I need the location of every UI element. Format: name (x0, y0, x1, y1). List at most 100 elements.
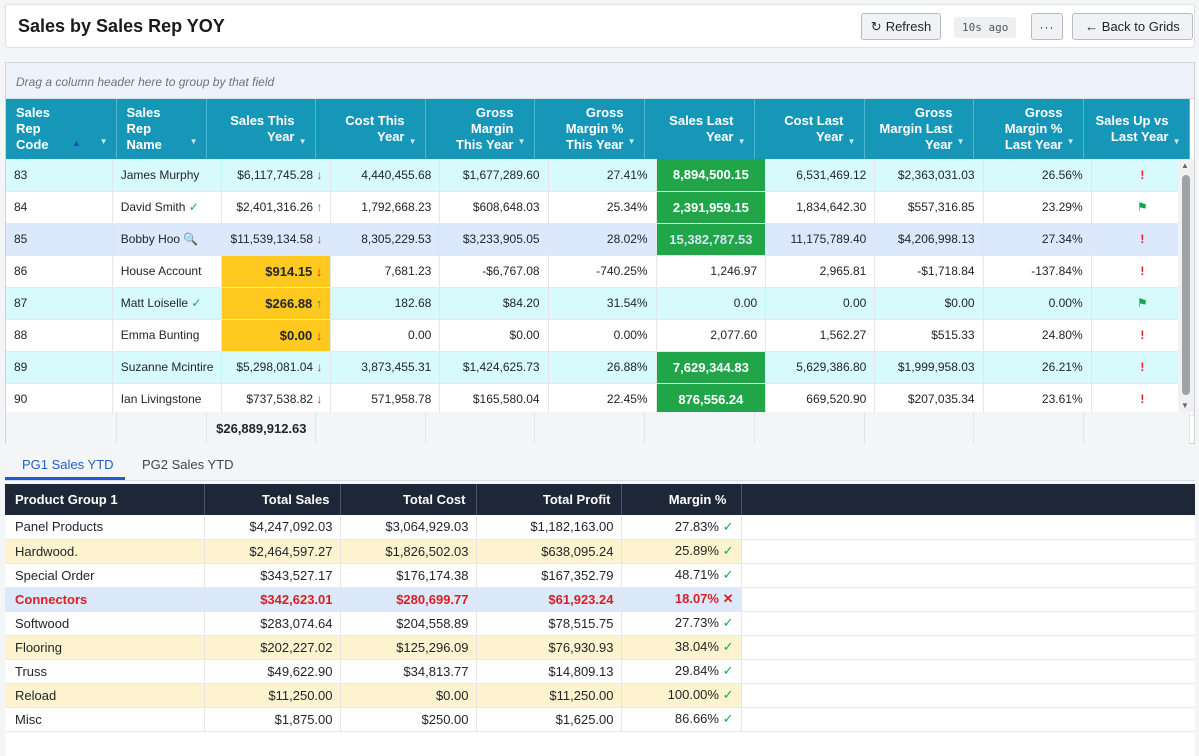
table-row[interactable]: 89 Suzanne Mcintire $5,298,081.04 ↓ 3,87… (6, 351, 1195, 384)
tab-pg2-sales-ytd[interactable]: PG2 Sales YTD (142, 457, 234, 472)
check-icon: ✓ (722, 663, 734, 678)
table-row[interactable]: 86 House Account $914.15 ↓ 7,681.23 -$6,… (6, 255, 1195, 288)
group-by-drop-zone[interactable]: Drag a column header here to group by th… (6, 63, 1194, 99)
column-header-gm-pct-last-year[interactable]: Gross Margin % Last Year ▼ (973, 99, 1084, 159)
column-menu-icon[interactable]: ▼ (737, 137, 746, 146)
table-row[interactable]: 87 Matt Loiselle ✓ $266.88 ↑ 182.68 $84.… (6, 287, 1195, 320)
margin-cell: 38.04% ✓ (621, 635, 742, 660)
gm-last-year-cell: $207,035.34 (874, 383, 984, 416)
column-menu-icon[interactable]: ▼ (408, 137, 417, 146)
check-icon: ✓ (188, 200, 199, 214)
column-menu-icon[interactable]: ▼ (1066, 137, 1075, 146)
table-row[interactable]: Softwood $283,074.64 $204,558.89 $78,515… (5, 611, 1195, 636)
column-header-total-sales[interactable]: Total Sales (204, 484, 341, 515)
column-menu-icon[interactable]: ▼ (99, 137, 108, 146)
total-profit-cell: $11,250.00 (476, 683, 622, 708)
rep-code-cell: 89 (6, 351, 113, 384)
table-row[interactable]: 88 Emma Bunting $0.00 ↓ 0.00 $0.00 0.00%… (6, 319, 1195, 352)
total-sales-cell: $202,227.02 (204, 635, 341, 660)
cost-last-year-cell: 1,562.27 (765, 319, 876, 352)
scroll-up-icon[interactable]: ▲ (1181, 161, 1189, 170)
vertical-scrollbar[interactable]: ▲ ▼ (1178, 159, 1194, 412)
search-icon[interactable]: 🔍 (183, 232, 199, 246)
cost-last-year-cell: 11,175,789.40 (765, 223, 876, 256)
gm-pct-last-year-cell: 24.80% (983, 319, 1092, 352)
column-header-margin-pct[interactable]: Margin % (621, 484, 742, 515)
product-group-cell: Misc (5, 707, 205, 732)
table-row[interactable]: 85 Bobby Hoo 🔍 $11,539,134.58 ↓ 8,305,22… (6, 223, 1195, 256)
table-row[interactable]: Special Order $343,527.17 $176,174.38 $1… (5, 563, 1195, 588)
column-header-sales-this-year[interactable]: Sales This Year ▼ (206, 99, 316, 159)
column-header-gm-this-year[interactable]: Gross Margin This Year ▼ (425, 99, 535, 159)
cost-last-year-cell: 5,629,386.80 (765, 351, 876, 384)
column-header-total-cost[interactable]: Total Cost (340, 484, 477, 515)
total-sales-cell: $342,623.01 (204, 587, 341, 612)
rep-name-cell: Ian Livingstone (112, 383, 223, 416)
column-header-cost-this-year[interactable]: Cost This Year ▼ (315, 99, 426, 159)
product-group-cell: Hardwood. (5, 539, 205, 564)
table-row[interactable]: Panel Products $4,247,092.03 $3,064,929.… (5, 515, 1195, 540)
column-menu-icon[interactable]: ▼ (627, 137, 636, 146)
product-group-cell: Truss (5, 659, 205, 684)
rep-code-cell: 84 (6, 191, 113, 224)
trend-down-icon: ↓ (315, 263, 323, 279)
table-row[interactable]: 83 James Murphy $6,117,745.28 ↓ 4,440,45… (6, 159, 1195, 192)
rep-code-cell: 85 (6, 223, 113, 256)
rep-name-cell: David Smith ✓ (112, 191, 223, 224)
table-row[interactable]: Truss $49,622.90 $34,813.77 $14,809.13 2… (5, 659, 1195, 684)
column-menu-icon[interactable]: ▼ (189, 137, 198, 146)
cost-last-year-cell: 6,531,469.12 (765, 159, 876, 192)
column-header-cost-last-year[interactable]: Cost Last Year ▼ (754, 99, 865, 159)
refresh-button[interactable]: ↻ Refresh (861, 13, 941, 40)
table-row[interactable]: Misc $1,875.00 $250.00 $1,625.00 86.66% … (5, 707, 1195, 732)
table-row[interactable]: Connectors $342,623.01 $280,699.77 $61,9… (5, 587, 1195, 612)
table-row[interactable]: Reload $11,250.00 $0.00 $11,250.00 100.0… (5, 683, 1195, 708)
margin-cell: 86.66% ✓ (621, 707, 742, 732)
column-menu-icon[interactable]: ▼ (956, 137, 965, 146)
grid-header: Sales Rep Code ▲ ▼ Sales Rep Name ▼ Sales T… (6, 99, 1190, 159)
gm-this-year-cell: $1,424,625.73 (439, 351, 549, 384)
column-menu-icon[interactable]: ▼ (517, 137, 526, 146)
column-header-gm-pct-this-year[interactable]: Gross Margin % This Year ▼ (534, 99, 645, 159)
column-header-sales-last-year[interactable]: Sales Last Year ▼ (644, 99, 755, 159)
alert-icon: ! (1140, 167, 1145, 182)
total-profit-cell: $1,182,163.00 (476, 515, 622, 540)
back-to-grids-button[interactable]: ← Back to Grids (1072, 13, 1193, 40)
flag-icon: ⚑ (1136, 296, 1148, 310)
margin-cell: 29.84% ✓ (621, 659, 742, 684)
column-menu-icon[interactable]: ▼ (847, 137, 856, 146)
more-options-button[interactable]: ··· (1031, 13, 1063, 40)
table-row[interactable]: Flooring $202,227.02 $125,296.09 $76,930… (5, 635, 1195, 660)
scroll-down-icon[interactable]: ▼ (1181, 401, 1189, 410)
total-profit-cell: $14,809.13 (476, 659, 622, 684)
tab-pg1-sales-ytd[interactable]: PG1 Sales YTD (22, 457, 114, 472)
page-header: Sales by Sales Rep YOY ↻ Refresh 10s ago… (5, 4, 1195, 48)
column-menu-icon[interactable]: ▼ (1172, 137, 1181, 146)
gm-pct-last-year-cell: -137.84% (983, 255, 1092, 288)
table-row[interactable]: Hardwood. $2,464,597.27 $1,826,502.03 $6… (5, 539, 1195, 564)
rep-name-cell: James Murphy (112, 159, 223, 192)
sales-this-year-cell: $737,538.82 ↓ (221, 383, 332, 416)
column-header-total-profit[interactable]: Total Profit (476, 484, 622, 515)
flag-icon: ⚑ (1136, 200, 1148, 214)
total-sales-cell: $2,464,597.27 (204, 539, 341, 564)
column-menu-icon[interactable]: ▼ (298, 137, 307, 146)
sales-this-year-cell: $266.88 ↑ (221, 287, 332, 320)
sales-this-year-cell: $0.00 ↓ (221, 319, 332, 352)
sales-last-year-cell: 0.00 (656, 287, 767, 320)
total-cost-cell: $3,064,929.03 (340, 515, 477, 540)
column-header-rep-code[interactable]: Sales Rep Code ▲ ▼ (6, 99, 117, 159)
table-row[interactable]: 90 Ian Livingstone $737,538.82 ↓ 571,958… (6, 383, 1195, 416)
column-header-rep-name[interactable]: Sales Rep Name ▼ (116, 99, 207, 159)
trend-down-icon: ↓ (316, 392, 323, 406)
column-header-product-group[interactable]: Product Group 1 (5, 484, 205, 515)
column-header-sales-up[interactable]: Sales Up vs Last Year ▼ (1083, 99, 1190, 159)
total-sales-cell: $4,247,092.03 (204, 515, 341, 540)
gm-pct-last-year-cell: 26.56% (983, 159, 1092, 192)
total-profit-cell: $1,625.00 (476, 707, 622, 732)
gm-pct-last-year-cell: 23.61% (983, 383, 1092, 416)
scrollbar-thumb[interactable] (1182, 175, 1190, 395)
table-row[interactable]: 84 David Smith ✓ $2,401,316.26 ↑ 1,792,6… (6, 191, 1195, 224)
column-header-gm-last-year[interactable]: Gross Margin Last Year ▼ (864, 99, 974, 159)
trend-up-icon: ↑ (315, 295, 323, 311)
